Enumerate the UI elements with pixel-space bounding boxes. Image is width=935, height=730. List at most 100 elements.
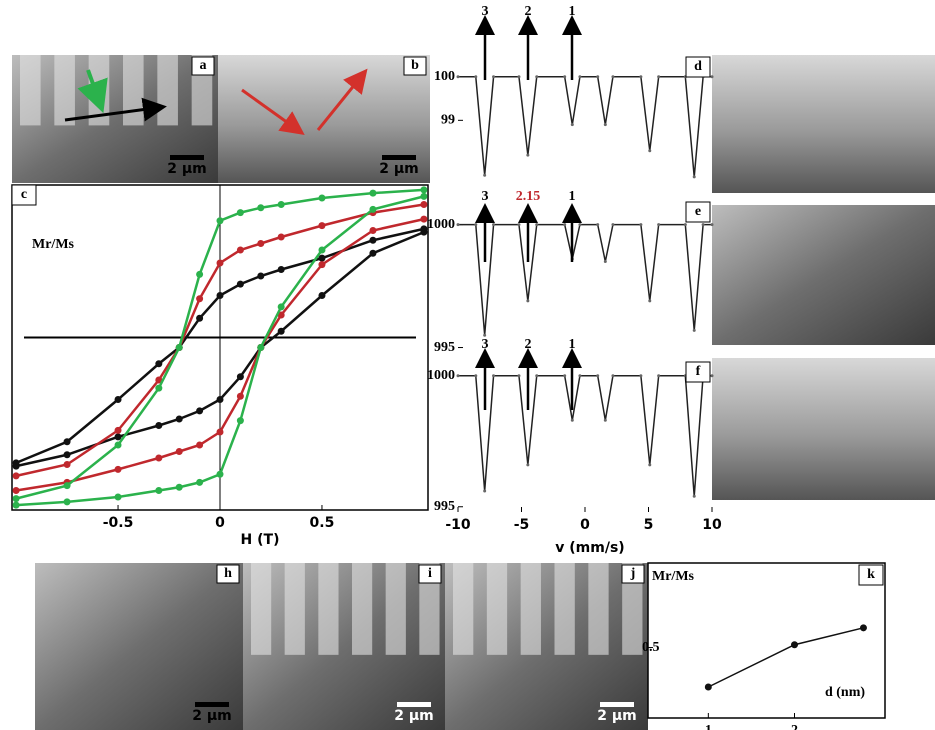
data-point (278, 234, 285, 241)
data-point (278, 328, 285, 335)
data-point (64, 451, 71, 458)
data-point (369, 227, 376, 234)
nanowire (285, 563, 305, 655)
data-point (257, 240, 264, 247)
data-point (604, 260, 607, 263)
annotation: Mr/Ms (32, 237, 75, 252)
data-point (711, 75, 714, 78)
series-line (458, 376, 712, 497)
data-point (492, 374, 495, 377)
data-point (318, 261, 325, 268)
data-point (483, 174, 486, 177)
nanowire (521, 563, 541, 655)
data-point (64, 482, 71, 489)
x-tick-label: 0.5 (310, 515, 335, 531)
x-tick-label: 0 (215, 515, 225, 531)
data-point (693, 495, 696, 498)
data-point (639, 75, 642, 78)
x-tick-label: 10 (702, 517, 722, 533)
x-axis-label: d (nm) (825, 685, 865, 700)
data-point (13, 472, 20, 479)
data-point (492, 75, 495, 78)
data-point (369, 250, 376, 257)
data-point (115, 396, 122, 403)
data-point (237, 209, 244, 216)
data-point (517, 223, 520, 226)
sem-image (712, 55, 935, 193)
data-point (693, 329, 696, 332)
data-point (563, 374, 566, 377)
nanowire (157, 55, 178, 125)
scale-bar-label: 2 μm (379, 161, 419, 177)
nanowire (555, 563, 575, 655)
data-point (257, 273, 264, 280)
nanowire (20, 55, 41, 125)
data-point (517, 374, 520, 377)
panel-label: j (630, 566, 636, 581)
y-tick-label: 1000 (427, 368, 455, 383)
data-point (369, 190, 376, 197)
data-point (237, 281, 244, 288)
data-point (155, 487, 162, 494)
x-axis-label: H (T) (241, 532, 280, 548)
data-point (860, 624, 867, 631)
y-tick-label: 995 (434, 340, 455, 355)
y-tick-label: 99 (441, 113, 455, 128)
data-point (648, 149, 651, 152)
nanowire (386, 563, 406, 655)
data-point (115, 433, 122, 440)
data-point (217, 217, 224, 224)
data-point (318, 195, 325, 202)
arrow-label: 1 (569, 189, 576, 204)
scale-bar (170, 155, 204, 160)
data-point (596, 374, 599, 377)
panel-label: a (200, 58, 207, 73)
data-point (155, 455, 162, 462)
data-point (526, 154, 529, 157)
nanowire (352, 563, 372, 655)
data-point (115, 442, 122, 449)
data-point (196, 407, 203, 414)
series-line (458, 77, 712, 177)
data-point (702, 223, 705, 226)
panel-label: e (695, 204, 701, 219)
chart-title: Mr/Ms (652, 569, 695, 584)
figure: a2 μmb2 μmh2 μmi2 μmj2 μm-0.500.5cMr/MsH… (0, 0, 935, 730)
panel-label: b (411, 58, 419, 73)
scale-bar-label: 2 μm (192, 708, 232, 724)
data-point (611, 223, 614, 226)
data-point (474, 374, 477, 377)
arrow-label: 1 (569, 337, 576, 352)
data-point (237, 373, 244, 380)
data-point (217, 396, 224, 403)
data-point (563, 223, 566, 226)
data-point (578, 75, 581, 78)
scale-bar (600, 702, 634, 707)
sem-images (712, 55, 935, 500)
x-tick-label: 1 (705, 723, 712, 730)
panel-label: i (428, 566, 432, 581)
data-point (474, 75, 477, 78)
nanowire (123, 55, 144, 125)
data-point (578, 374, 581, 377)
data-point (196, 295, 203, 302)
data-point (474, 223, 477, 226)
data-point (115, 427, 122, 434)
panel-label: h (224, 566, 232, 581)
data-point (369, 237, 376, 244)
data-point (604, 123, 607, 126)
x-tick-label: -0.5 (103, 515, 134, 531)
data-point (196, 315, 203, 322)
arrow-label: 3 (482, 4, 489, 19)
data-point (657, 75, 660, 78)
scale-bar-label: 2 μm (394, 708, 434, 724)
data-point (457, 75, 460, 78)
data-point (13, 487, 20, 494)
series-line (458, 225, 712, 336)
data-point (526, 463, 529, 466)
data-point (217, 260, 224, 267)
data-point (535, 223, 538, 226)
x-axis-label: v (mm/s) (555, 540, 624, 556)
data-point (492, 223, 495, 226)
data-point (115, 466, 122, 473)
